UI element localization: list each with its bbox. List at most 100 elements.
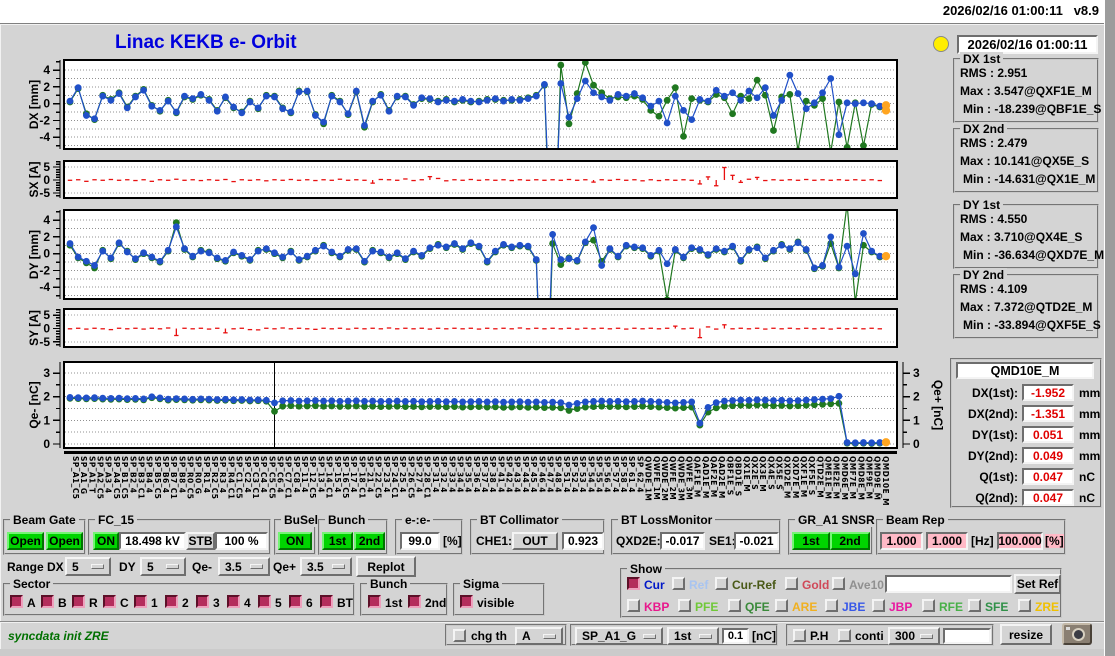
bunch-menu[interactable]: 1st	[667, 627, 719, 645]
top-strip: 2026/02/16 01:00:11 v8.9	[0, 0, 1115, 23]
show-checkbox-gold[interactable]	[785, 577, 798, 590]
show-checkbox-ave10[interactable]	[832, 577, 845, 590]
sector-checkbox-5[interactable]	[258, 595, 271, 608]
svg-text:QX1E_M: QX1E_M	[742, 456, 751, 492]
bpm-row-unit: mm	[1079, 428, 1101, 442]
svg-text:0: 0	[43, 437, 50, 451]
show-checkbox-zre[interactable]	[1018, 599, 1031, 612]
sector-checkbox-6[interactable]	[289, 595, 302, 608]
svg-text:SP_B3_C1: SP_B3_C1	[136, 456, 145, 499]
sector-checkbox-4[interactable]	[227, 595, 240, 608]
show-checkbox-ref[interactable]	[672, 577, 685, 590]
show-checkbox-curref[interactable]	[715, 577, 728, 590]
svg-text:SP_53_4: SP_53_4	[578, 456, 587, 493]
camera-icon[interactable]	[1062, 623, 1092, 645]
svg-text:2: 2	[43, 80, 50, 94]
svg-text:QAD1E_M: QAD1E_M	[701, 456, 710, 499]
svg-text:QME2E_M: QME2E_M	[832, 456, 841, 499]
replot-button[interactable]: Replot	[356, 556, 416, 577]
svg-text:SP_43_4: SP_43_4	[513, 456, 522, 493]
bunch-2nd-button[interactable]: 2nd	[354, 532, 385, 550]
bunch-group: Bunch 1st 2nd	[318, 513, 388, 555]
svg-text:SP_62_4: SP_62_4	[635, 456, 644, 493]
range-qem-menu[interactable]: 3.5	[218, 557, 270, 576]
show-checkbox-sfe[interactable]	[968, 599, 981, 612]
show-checkbox-qfe[interactable]	[728, 599, 741, 612]
set-ref-button[interactable]: Set Ref	[1014, 574, 1061, 594]
acquisition-group: P.H conti 300	[786, 624, 994, 646]
bpm-row-unit: nC	[1079, 470, 1095, 484]
conti-checkbox[interactable]	[838, 629, 851, 642]
count-menu[interactable]: 300	[888, 627, 940, 645]
svg-text:SP_17_4: SP_17_4	[349, 456, 358, 493]
svg-text:-2: -2	[39, 263, 50, 277]
sector-checkbox-b[interactable]	[41, 595, 54, 608]
show-checkbox-jbp[interactable]	[872, 599, 885, 612]
show-checkbox-pfe[interactable]	[678, 599, 691, 612]
show-checkbox-are[interactable]	[775, 599, 788, 612]
range-qep-menu[interactable]: 3.5	[300, 557, 352, 576]
e-ratio-field: 99.0	[400, 532, 440, 550]
ref-name-input[interactable]	[885, 575, 1012, 593]
show-label-jbp: JBP	[889, 600, 913, 614]
fc15-on-button[interactable]: ON	[93, 532, 119, 550]
svg-text:SP_C6_4: SP_C6_4	[276, 456, 285, 493]
threshold-sector-menu[interactable]: A	[515, 627, 563, 645]
option-menu-glyph	[699, 633, 712, 639]
svg-text:DX [mm]: DX [mm]	[27, 80, 41, 129]
range-dy-menu[interactable]: 5	[140, 557, 186, 576]
show-checkbox-rfe[interactable]	[922, 599, 935, 612]
beam-gate-open1-button[interactable]: Open	[7, 532, 44, 550]
bunch-checkbox-1st[interactable]	[368, 595, 381, 608]
bpm-row-value: 0.047	[1022, 468, 1074, 485]
show-checkbox-jbe[interactable]	[825, 599, 838, 612]
beam-gate-open2-button[interactable]: Open	[46, 532, 83, 550]
e-ratio-group: e-:e- 99.0 [%]	[395, 513, 463, 555]
bottom-edge-strip	[0, 649, 1104, 656]
svg-text:SP_C4_4: SP_C4_4	[259, 456, 268, 493]
sigma-checkbox-visible[interactable]	[460, 595, 473, 608]
svg-text:2: 2	[913, 390, 920, 404]
beam-rep-pct-label: [%]	[1045, 534, 1064, 548]
sector-checkbox-a[interactable]	[10, 595, 23, 608]
extra-value-field[interactable]	[943, 628, 991, 644]
chg-th-checkbox[interactable]	[453, 629, 466, 642]
bpm-row-value: -1.351	[1022, 405, 1074, 422]
se1-field: -0.021	[734, 532, 779, 550]
show-checkbox-kbp[interactable]	[627, 599, 640, 612]
sector-label-3: 3	[213, 596, 220, 610]
status-indicator-lamp	[933, 36, 949, 52]
resize-button[interactable]: resize	[1000, 624, 1052, 645]
sector-checkbox-r[interactable]	[72, 595, 85, 608]
sector-checkbox-1[interactable]	[134, 595, 147, 608]
stat-box-dy-1st: DY 1st RMS : 4.550 Max : 3.710@QX4E_S Mi…	[953, 198, 1104, 269]
svg-text:SP_36_4: SP_36_4	[472, 456, 481, 493]
bunch-checkbox-2nd[interactable]	[408, 595, 421, 608]
busel-on-button[interactable]: ON	[278, 532, 312, 550]
bpm-row-unit: mm	[1079, 407, 1101, 421]
sector-label-5: 5	[275, 596, 282, 610]
svg-text:SP_37_4: SP_37_4	[480, 456, 489, 493]
sector-label-b: B	[58, 596, 67, 610]
sector-checkbox-c[interactable]	[103, 595, 116, 608]
show-checkbox-cur[interactable]	[627, 577, 640, 590]
ph-checkbox[interactable]	[793, 629, 806, 642]
threshold-value-field[interactable]: 0.1	[722, 628, 749, 644]
range-dx-menu[interactable]: 5	[65, 557, 111, 576]
sector-label-a: A	[27, 596, 36, 610]
svg-text:QAD2E_M: QAD2E_M	[717, 456, 726, 499]
sector-checkbox-2[interactable]	[165, 595, 178, 608]
svg-text:SP_54_4: SP_54_4	[586, 456, 595, 493]
gr-a1-2nd-button[interactable]: 2nd	[830, 532, 870, 550]
svg-text:QMF9E_M: QMF9E_M	[864, 456, 873, 499]
svg-text:QMD10E_M: QMD10E_M	[881, 456, 890, 506]
fc15-stb-button[interactable]: STB	[186, 532, 215, 550]
sector-checkbox-bt[interactable]	[320, 595, 333, 608]
gr-a1-1st-button[interactable]: 1st	[792, 532, 830, 550]
sector-checkbox-3[interactable]	[196, 595, 209, 608]
option-menu-glyph	[543, 633, 556, 639]
svg-text:SP_52_4: SP_52_4	[570, 456, 579, 493]
bpm-name-menu[interactable]: SP_A1_G	[575, 627, 663, 645]
che1-state-button[interactable]: OUT	[512, 532, 558, 550]
bunch-1st-button[interactable]: 1st	[322, 532, 353, 550]
